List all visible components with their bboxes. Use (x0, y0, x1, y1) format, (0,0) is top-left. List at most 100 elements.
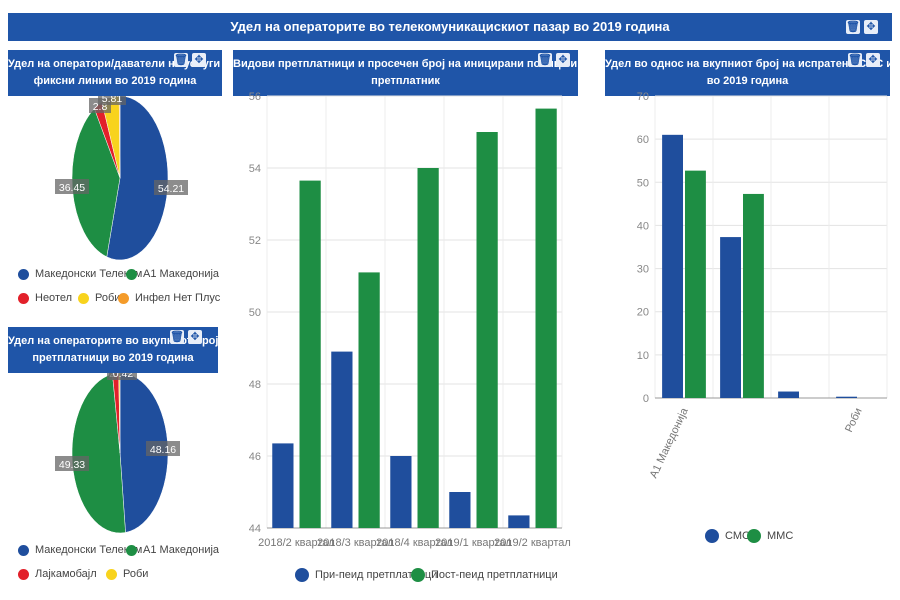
bar[interactable] (662, 134, 683, 399)
legend-label: Инфел Нет Плус (135, 292, 221, 304)
pie2-legend: Македонски Телеком А1 Македонија Лајкамоба… (18, 544, 228, 584)
bar1-legend: При-пеид претплатници Пост-пеид претплатн… (233, 568, 578, 586)
legend-swatch (126, 544, 137, 556)
legend-item[interactable]: Пост-пеид претплатници (411, 568, 558, 582)
move-icon[interactable]: ✥ (556, 53, 570, 67)
y-tick-label: 10 (637, 350, 649, 362)
bar[interactable] (299, 180, 321, 528)
legend-label: Роби (95, 292, 121, 304)
bar[interactable] (449, 492, 471, 528)
bar[interactable] (508, 515, 530, 528)
bar[interactable] (685, 170, 706, 398)
legend-item[interactable]: Неотел (18, 292, 72, 304)
legend-label: Роби (123, 568, 149, 580)
pie-label-bg (55, 456, 89, 471)
pie-data-label: 54.21 (158, 183, 184, 195)
bar[interactable] (720, 237, 741, 398)
legend-swatch (411, 568, 425, 582)
pie-label-bg (109, 373, 137, 380)
pie1-title-line1: Удел на оператори/даватели на услуги ...… (8, 58, 222, 70)
legend-swatch (78, 292, 89, 304)
y-tick-label: 52 (249, 235, 261, 247)
pie2-title-line2: претплатници во 2019 година (32, 352, 194, 364)
bar1-title-line2: претплатник (371, 75, 440, 87)
move-icon[interactable]: ✥ (866, 53, 880, 67)
x-tick-label: 2018/2 квартал (258, 537, 335, 549)
y-tick-label: 50 (249, 307, 261, 319)
legend-item[interactable]: При-пеид претплатници (295, 568, 437, 582)
legend-swatch (118, 292, 129, 304)
legend-label: Македонски Телеком (35, 268, 143, 280)
bar1-title-line1: Видови претплатници и просечен број на и… (233, 58, 578, 70)
bar2-title-line2: во 2019 година (706, 75, 789, 87)
y-tick-label: 70 (637, 91, 649, 103)
legend-label: При-пеид претплатници (315, 569, 438, 581)
move-icon[interactable]: ✥ (192, 53, 206, 67)
legend-item[interactable]: Инфел Нет Плус (118, 292, 220, 304)
x-tick-label: Роби (843, 406, 865, 434)
legend-item[interactable]: Лајкамобајл (18, 568, 97, 580)
bar[interactable] (331, 351, 353, 528)
bar[interactable] (390, 456, 412, 528)
trash-icon[interactable]: 🗑 (174, 53, 188, 67)
y-tick-label: 0 (643, 393, 649, 405)
x-tick-label: 2018/3 квартал (317, 537, 394, 549)
pie2-header: Удел на операторите во вкупниот број ...… (8, 327, 218, 373)
trash-icon[interactable]: 🗑 (170, 330, 184, 344)
legend-swatch (18, 544, 29, 556)
pie-data-label: 48.16 (150, 444, 176, 456)
bar[interactable] (358, 272, 380, 528)
bar[interactable] (476, 132, 498, 528)
y-tick-label: 40 (637, 220, 649, 232)
trash-icon[interactable]: 🗑 (848, 53, 862, 67)
legend-swatch (126, 268, 137, 280)
legend-item[interactable]: Македонски Телеком (18, 268, 142, 280)
bar[interactable] (272, 443, 294, 528)
trash-icon[interactable]: 🗑 (846, 20, 860, 34)
legend-swatch (18, 268, 29, 280)
y-tick-label: 44 (249, 523, 261, 535)
bar2-legend: СМС ММС (605, 529, 890, 547)
bar[interactable] (417, 168, 439, 528)
pie2-title-line1: Удел на операторите во вкупниот број ...… (8, 335, 218, 347)
pie-label-bg (55, 179, 89, 194)
legend-item[interactable]: СМС (705, 529, 750, 543)
legend-item[interactable]: А1 Македонија (126, 268, 219, 280)
pie-label-bg (98, 96, 126, 105)
move-icon[interactable]: ✥ (188, 330, 202, 344)
legend-label: А1 Македонија (143, 544, 220, 556)
trash-icon[interactable]: 🗑 (538, 53, 552, 67)
legend-label: А1 Македонија (143, 268, 220, 280)
legend-item[interactable]: А1 Македонија (126, 544, 219, 556)
legend-item[interactable]: ММС (747, 529, 793, 543)
bar2-title-line1: Удел во однос на вкупниот број на испрат… (605, 58, 890, 70)
x-tick-label: 2019/2 квартал (494, 537, 571, 549)
move-icon[interactable]: ✥ (864, 20, 878, 34)
pie-label-bg (154, 180, 188, 195)
pie1-title-line2: фиксни линии во 2019 година (33, 75, 197, 87)
legend-label: Македонски Телеком (35, 544, 143, 556)
legend-label: СМС (725, 530, 750, 542)
legend-item[interactable]: Роби (78, 292, 120, 304)
legend-item[interactable]: Македонски Телеком (18, 544, 142, 556)
legend-label: Лајкамобајл (35, 568, 97, 580)
legend-label: ММС (767, 530, 794, 542)
legend-label: Пост-пеид претплатници (431, 569, 558, 581)
bar[interactable] (836, 396, 857, 398)
bar[interactable] (535, 108, 557, 528)
legend-swatch (18, 292, 29, 304)
pie-label-bg (146, 441, 180, 456)
legend-item[interactable]: Роби (106, 568, 148, 580)
y-tick-label: 30 (637, 264, 649, 276)
pie-data-label: 5.81 (102, 96, 123, 105)
y-tick-label: 20 (637, 307, 649, 319)
legend-label: Неотел (35, 292, 73, 304)
bar[interactable] (778, 391, 799, 398)
bar[interactable] (743, 193, 764, 398)
main-header: Удел на операторите во телекомуникациски… (8, 13, 892, 41)
legend-swatch (18, 568, 29, 580)
y-tick-label: 50 (637, 177, 649, 189)
